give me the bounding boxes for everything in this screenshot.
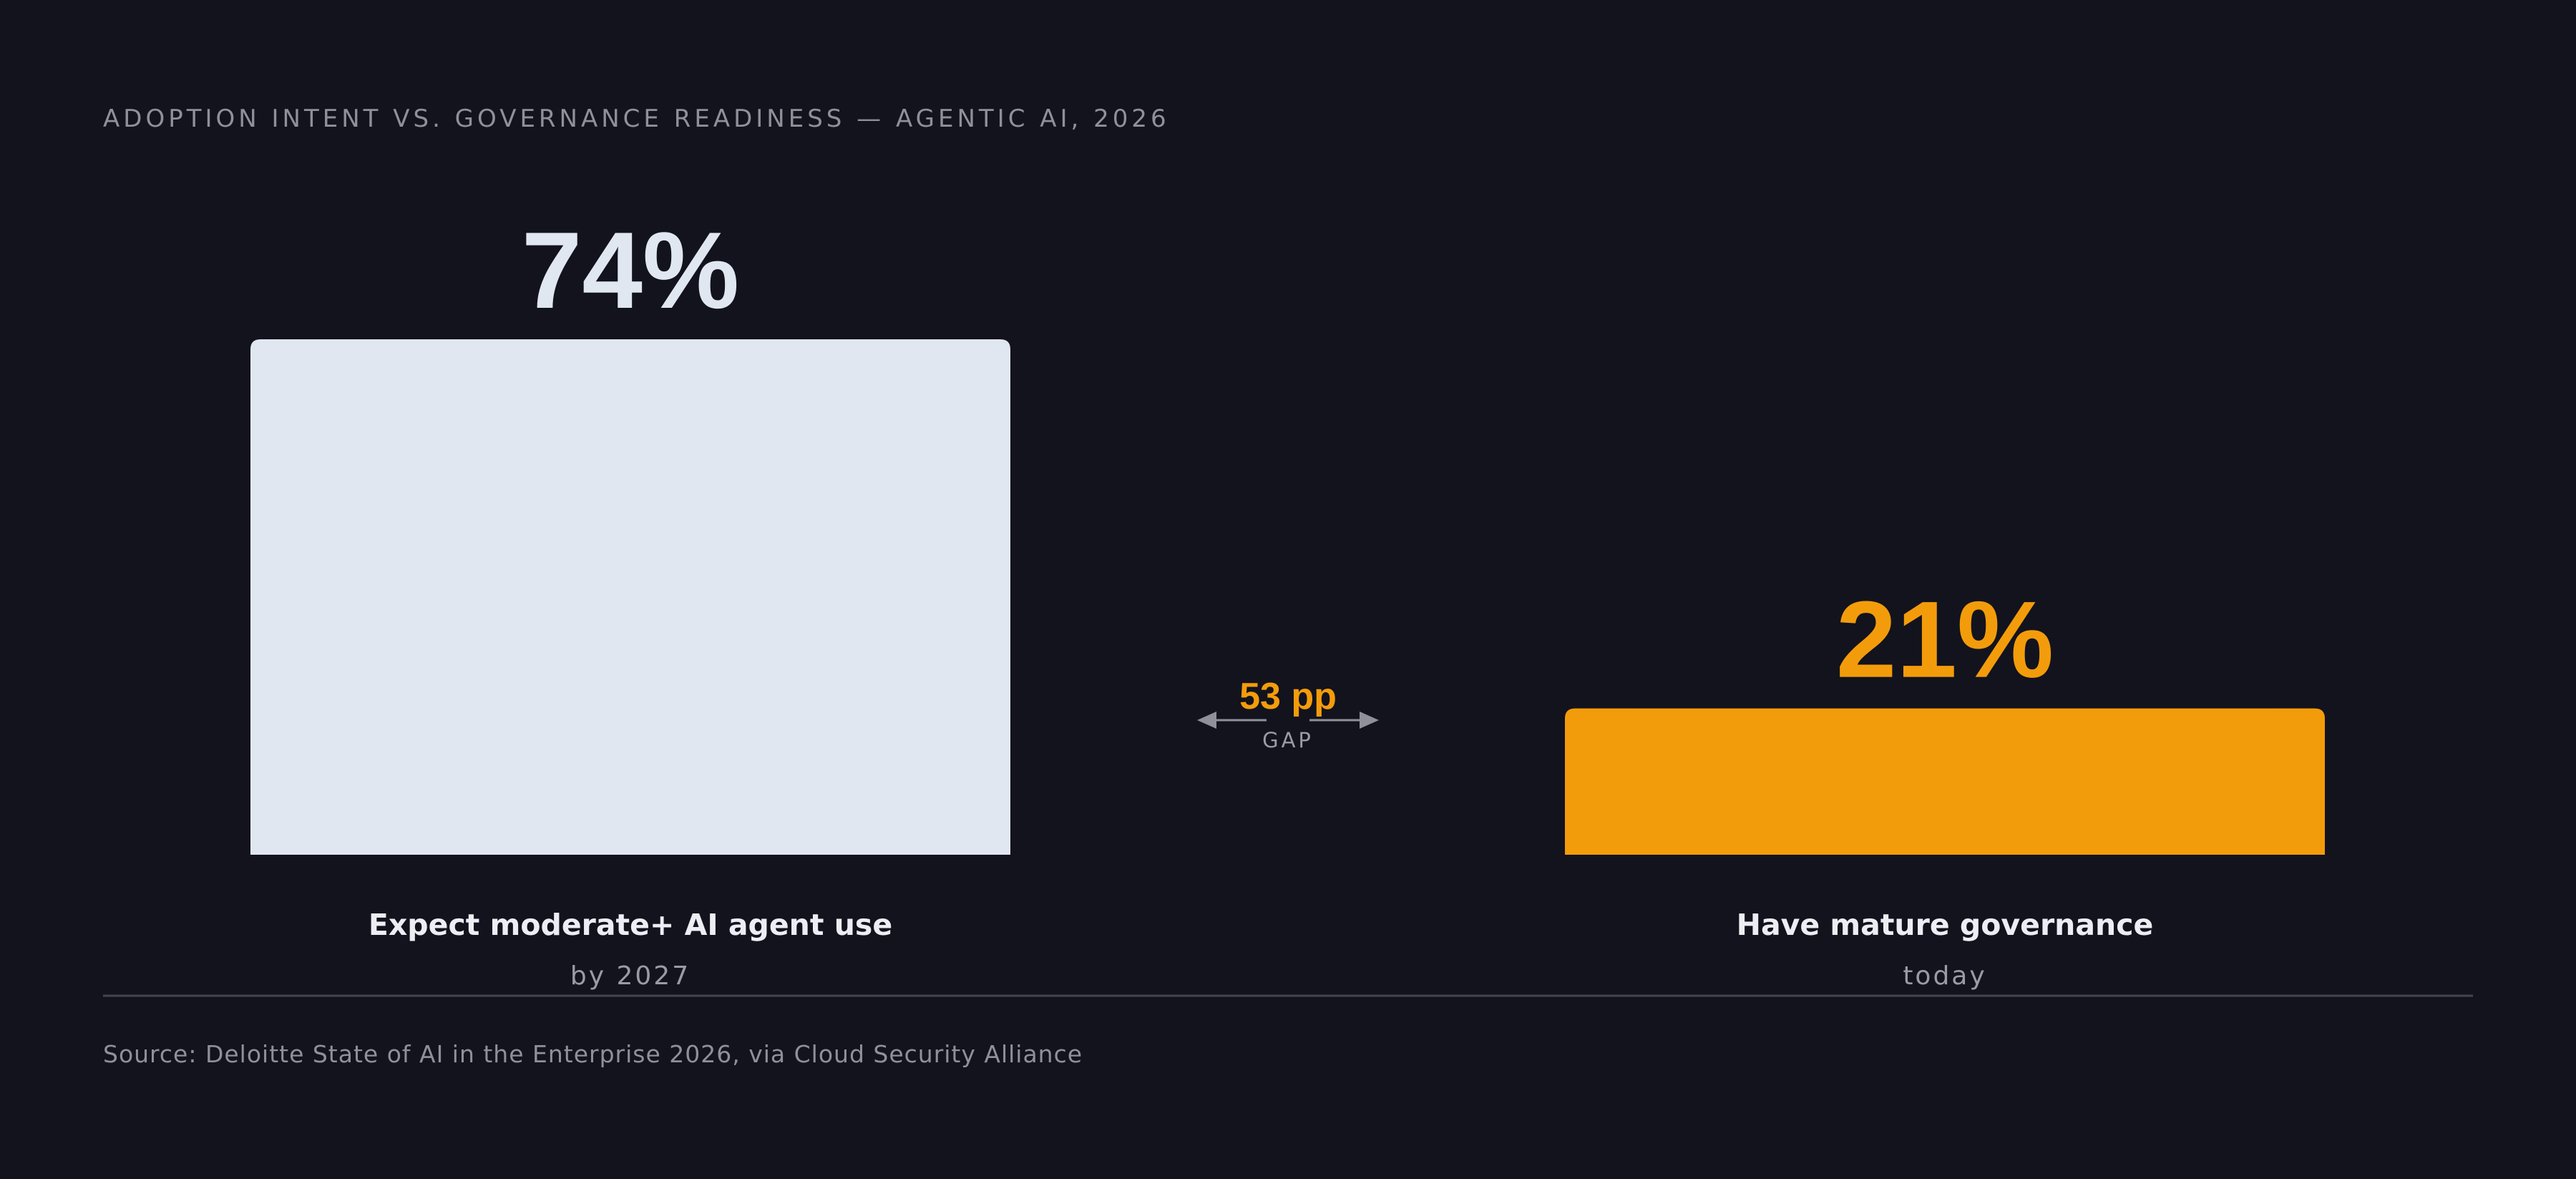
- gap-arrow-left-head: [1197, 712, 1216, 729]
- chart-title: ADOPTION INTENT VS. GOVERNANCE READINESS…: [103, 105, 1170, 133]
- bar-1: [250, 339, 1010, 855]
- bar-value-label-1: 74%: [522, 210, 739, 331]
- source-note: Source: Deloitte State of AI in the Ente…: [103, 1040, 1083, 1068]
- bar-2: [1565, 708, 2325, 855]
- bar-sublabel-2: today: [1903, 961, 1986, 991]
- bar-category-label-2: Have mature governance: [1737, 908, 2154, 942]
- bar-value-label-2: 21%: [1836, 579, 2054, 701]
- gap-value-label: 53 pp: [1239, 676, 1337, 717]
- gap-sublabel: GAP: [1262, 728, 1314, 752]
- bar-category-label-1: Expect moderate+ AI agent use: [369, 908, 892, 942]
- gap-arrow-right-head: [1360, 712, 1379, 729]
- bar-sublabel-1: by 2027: [570, 961, 691, 991]
